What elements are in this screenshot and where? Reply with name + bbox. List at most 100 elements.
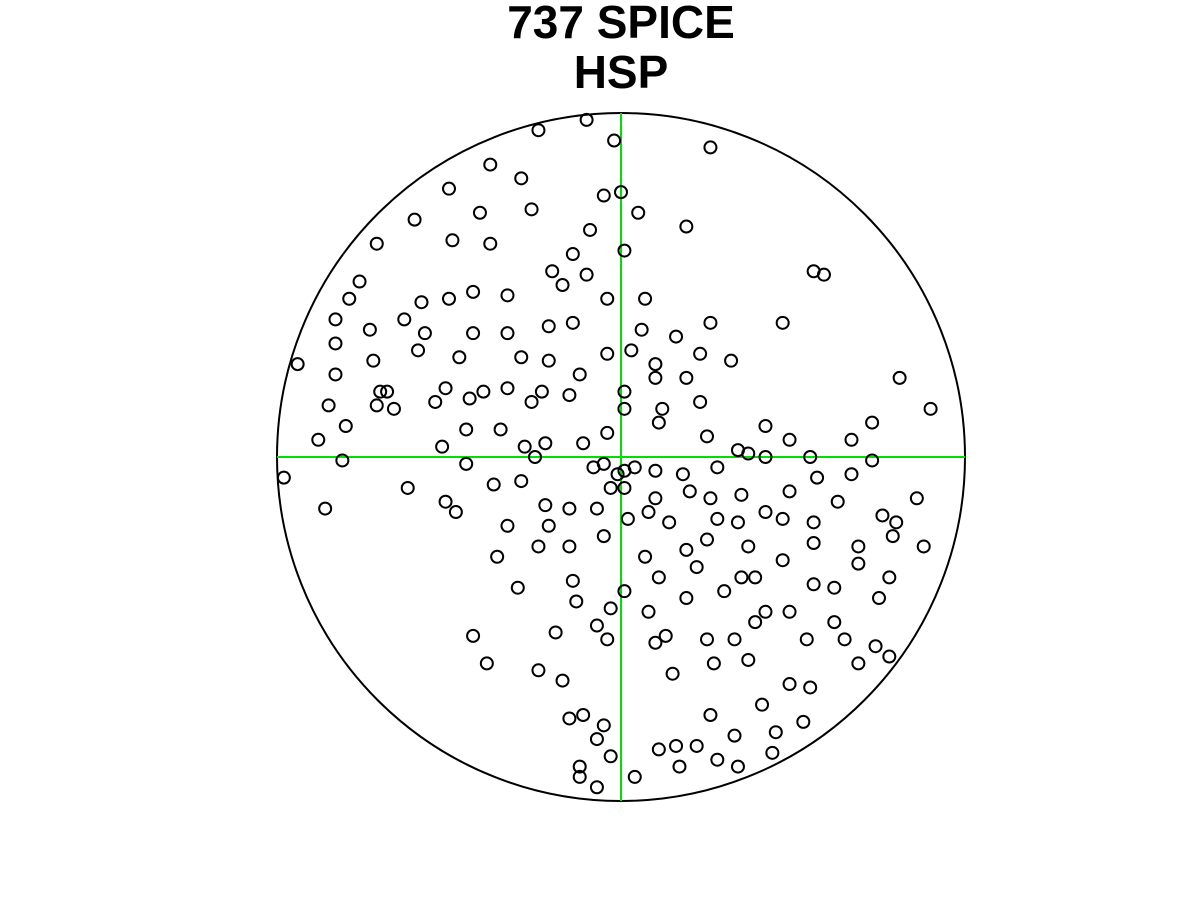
point [710, 752, 725, 767]
point [318, 501, 333, 516]
point [576, 708, 591, 722]
point [827, 580, 842, 595]
point [500, 381, 515, 396]
point [369, 398, 384, 413]
point [669, 329, 684, 344]
point [414, 295, 429, 310]
point [479, 656, 494, 671]
point [565, 315, 580, 330]
point [600, 291, 615, 306]
point [741, 446, 756, 461]
point [562, 711, 577, 726]
point [734, 570, 749, 585]
point [662, 515, 677, 530]
point [672, 759, 687, 774]
point [452, 350, 467, 365]
point [538, 436, 553, 451]
point [700, 429, 714, 444]
point [679, 370, 694, 385]
point [617, 384, 632, 399]
point [641, 604, 656, 619]
point [648, 370, 663, 385]
point [882, 570, 897, 585]
point [923, 401, 938, 416]
point [514, 474, 529, 489]
point [486, 477, 501, 492]
point [758, 450, 773, 464]
point [700, 632, 714, 647]
point [565, 573, 580, 588]
point [655, 401, 670, 416]
point [827, 615, 842, 630]
point [755, 697, 770, 712]
point [806, 536, 821, 550]
point [727, 728, 742, 743]
point [892, 370, 907, 385]
point [803, 680, 818, 695]
point [411, 343, 426, 358]
point [531, 123, 546, 138]
point [541, 319, 556, 334]
point [531, 663, 546, 678]
point [472, 205, 487, 220]
point [610, 467, 625, 482]
point [830, 494, 845, 509]
point [909, 491, 924, 506]
point [483, 157, 498, 172]
point [510, 580, 525, 595]
point [782, 484, 797, 499]
point [541, 518, 556, 533]
point [589, 780, 604, 795]
point [775, 315, 790, 330]
point [710, 511, 725, 526]
point [765, 745, 780, 760]
point [311, 432, 326, 447]
point [727, 632, 742, 647]
point [596, 456, 611, 471]
point [741, 652, 756, 667]
point [493, 422, 508, 437]
point [679, 219, 694, 234]
point [703, 315, 718, 330]
point [572, 769, 587, 784]
point [572, 759, 587, 774]
point [706, 656, 721, 671]
chart-title: HSP [574, 46, 669, 98]
point [603, 601, 618, 616]
point [648, 463, 663, 478]
point [362, 322, 377, 337]
point [851, 656, 866, 671]
point [693, 394, 708, 409]
point [730, 515, 745, 530]
point [579, 112, 594, 127]
point [562, 501, 577, 516]
point [400, 480, 415, 495]
point [500, 518, 515, 533]
point [600, 346, 615, 361]
point [328, 336, 343, 351]
point [872, 591, 886, 606]
point [844, 467, 859, 482]
point [768, 725, 783, 740]
point [328, 312, 343, 327]
point [624, 343, 639, 358]
point [679, 542, 694, 557]
point [682, 484, 697, 499]
point [380, 384, 395, 399]
point [386, 401, 401, 416]
point [428, 394, 443, 409]
point [730, 759, 745, 774]
point [693, 346, 708, 361]
point [916, 539, 931, 554]
point [538, 498, 553, 513]
point [617, 243, 632, 258]
point [442, 291, 456, 306]
point [500, 288, 515, 303]
point [555, 673, 570, 688]
point [290, 357, 305, 372]
point [875, 508, 890, 523]
point [748, 615, 763, 630]
point [775, 511, 790, 526]
point [689, 738, 704, 753]
point [438, 494, 453, 509]
